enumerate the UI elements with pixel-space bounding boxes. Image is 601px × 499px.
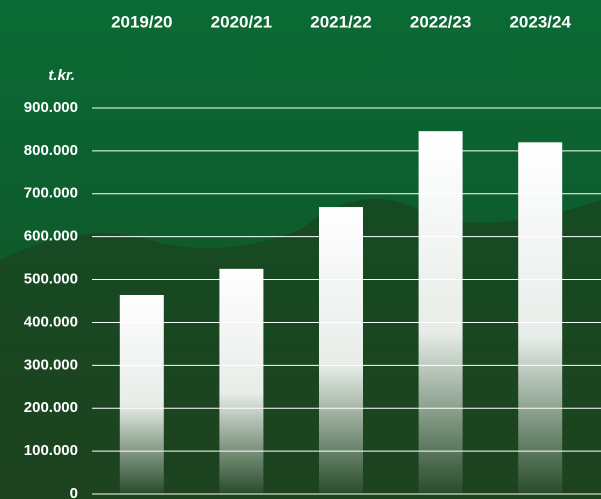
x-tick-label: 2023/24 bbox=[509, 12, 571, 31]
y-tick-label: 600.000 bbox=[24, 228, 78, 245]
bar bbox=[219, 268, 264, 494]
background-hill bbox=[0, 198, 601, 499]
y-tick-label: 0 bbox=[70, 485, 78, 499]
y-tick-label: 700.000 bbox=[24, 185, 78, 202]
y-tick-label: 200.000 bbox=[24, 399, 78, 416]
x-tick-label: 2021/22 bbox=[310, 12, 371, 31]
y-tick-label: 800.000 bbox=[24, 142, 78, 159]
y-tick-label: 500.000 bbox=[24, 271, 78, 288]
y-tick-label: 300.000 bbox=[24, 356, 78, 373]
y-tick-label: 900.000 bbox=[24, 99, 78, 116]
y-tick-label: 400.000 bbox=[24, 313, 78, 330]
unit-label: t.kr. bbox=[48, 67, 75, 84]
bar bbox=[119, 294, 164, 494]
x-tick-label: 2020/21 bbox=[211, 12, 272, 31]
bar bbox=[518, 142, 563, 495]
y-tick-label: 100.000 bbox=[24, 442, 78, 459]
x-tick-label: 2019/20 bbox=[111, 12, 172, 31]
bar bbox=[319, 207, 363, 494]
bar bbox=[418, 131, 463, 494]
x-tick-label: 2022/23 bbox=[410, 12, 471, 31]
